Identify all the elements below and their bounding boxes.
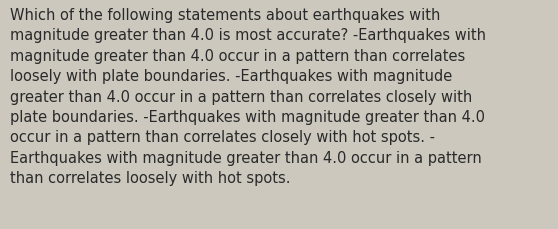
Text: Which of the following statements about earthquakes with
magnitude greater than : Which of the following statements about … (10, 8, 486, 185)
